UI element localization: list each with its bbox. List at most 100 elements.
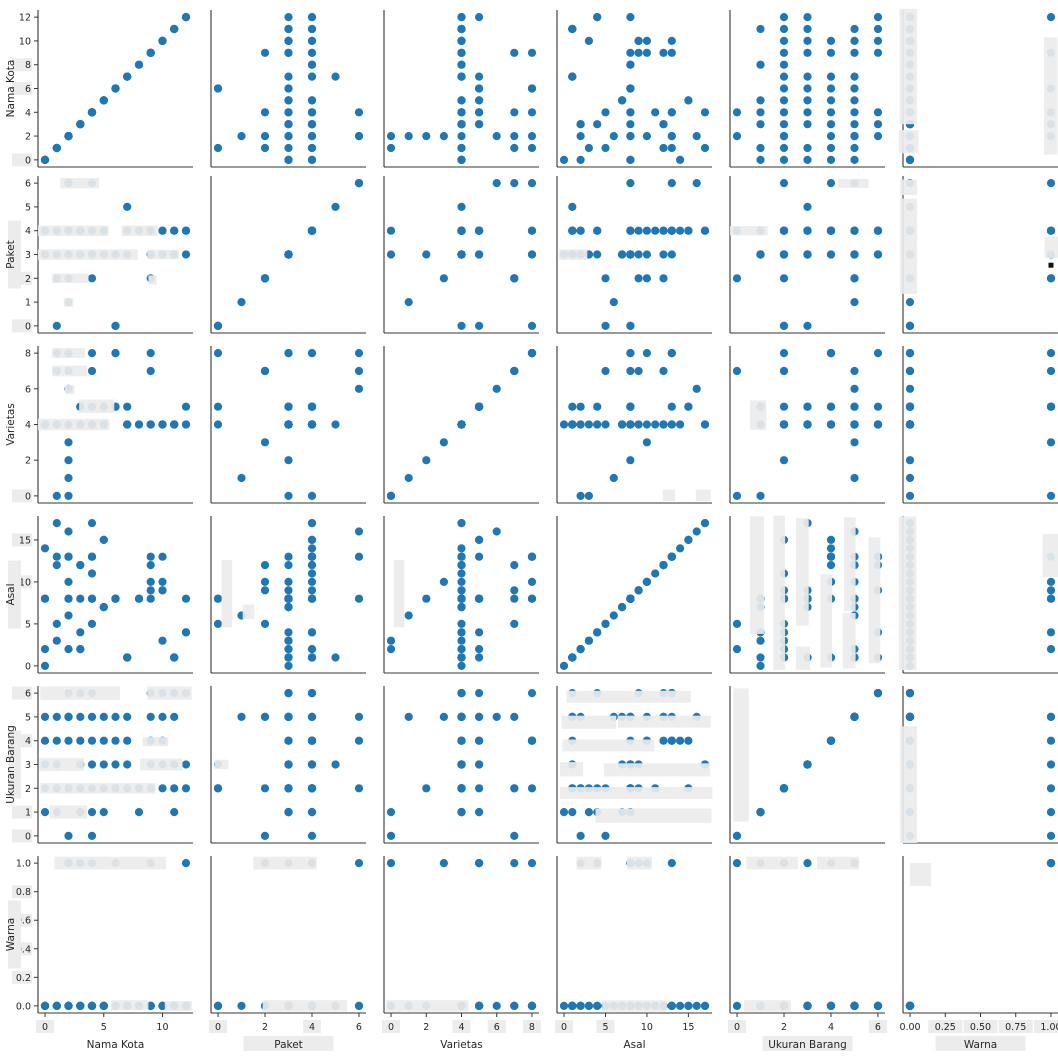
- data-point: [355, 108, 363, 116]
- data-point: [643, 438, 651, 446]
- data-point: [601, 832, 609, 840]
- data-point: [457, 808, 465, 816]
- redaction-box: [910, 863, 931, 886]
- data-point: [827, 544, 835, 552]
- y-tick-label: 5: [25, 619, 31, 630]
- data-point: [1047, 438, 1055, 446]
- data-point: [308, 536, 316, 544]
- data-point: [850, 132, 858, 140]
- data-point: [601, 274, 609, 282]
- data-point: [284, 713, 292, 721]
- x-tick-label: 4: [828, 1022, 834, 1033]
- redaction-box: [52, 366, 87, 377]
- data-point: [1047, 713, 1055, 721]
- data-point: [676, 544, 684, 552]
- data-point: [493, 1002, 501, 1010]
- data-point: [237, 132, 245, 140]
- data-point: [528, 553, 536, 561]
- data-point: [100, 713, 108, 721]
- data-point: [874, 349, 882, 357]
- small-dark-artifact-dot: [1049, 263, 1054, 268]
- data-point: [284, 784, 292, 792]
- data-point: [475, 645, 483, 653]
- data-point: [510, 620, 518, 628]
- data-point: [568, 227, 576, 235]
- data-point: [651, 569, 659, 577]
- data-point: [308, 569, 316, 577]
- redaction-box: [817, 857, 859, 870]
- data-point: [1047, 367, 1055, 375]
- panel-warna-vs-ukuran-barang: [730, 856, 885, 1013]
- data-point: [261, 367, 269, 375]
- data-point: [457, 645, 465, 653]
- data-point: [659, 367, 667, 375]
- x-tick-label: 15: [682, 1022, 694, 1033]
- data-point: [355, 859, 363, 867]
- data-point: [780, 367, 788, 375]
- data-point: [577, 120, 585, 128]
- data-point: [850, 37, 858, 45]
- data-point: [643, 49, 651, 57]
- data-point: [906, 349, 914, 357]
- panel-nama-kota-vs-warna: [903, 10, 1058, 167]
- data-point: [88, 595, 96, 603]
- data-point: [158, 713, 166, 721]
- data-point: [733, 1002, 741, 1010]
- data-point: [405, 132, 413, 140]
- data-point: [510, 586, 518, 594]
- data-point: [457, 250, 465, 258]
- data-point: [874, 403, 882, 411]
- data-point: [284, 737, 292, 745]
- data-point: [659, 274, 667, 282]
- data-point: [308, 61, 316, 69]
- data-point: [284, 96, 292, 104]
- data-point: [182, 859, 190, 867]
- panel-varietas-vs-warna: [903, 346, 1058, 503]
- panel-paket-vs-varietas: [384, 176, 539, 333]
- data-point: [76, 1002, 84, 1010]
- data-point: [457, 61, 465, 69]
- x-axis-label-varietas: Varietas: [440, 1039, 483, 1051]
- data-point: [626, 61, 634, 69]
- data-point: [874, 227, 882, 235]
- data-point: [684, 227, 692, 235]
- data-point: [182, 628, 190, 636]
- data-point: [626, 156, 634, 164]
- data-point: [355, 1002, 363, 1010]
- data-point: [64, 553, 72, 561]
- data-point: [618, 250, 626, 258]
- data-point: [1047, 403, 1055, 411]
- data-point: [668, 144, 676, 152]
- data-point: [827, 96, 835, 104]
- data-point: [284, 689, 292, 697]
- redaction-box: [54, 857, 166, 870]
- y-tick-label: 0.0: [16, 1001, 31, 1012]
- data-point: [659, 420, 667, 428]
- data-point: [874, 13, 882, 21]
- data-point: [457, 578, 465, 586]
- data-point: [475, 689, 483, 697]
- redaction-box: [746, 857, 798, 870]
- data-point: [643, 420, 651, 428]
- data-point: [76, 628, 84, 636]
- data-point: [701, 519, 709, 527]
- data-point: [626, 349, 634, 357]
- data-point: [510, 108, 518, 116]
- data-point: [475, 859, 483, 867]
- data-point: [214, 144, 222, 152]
- data-point: [308, 645, 316, 653]
- redaction-box: [38, 249, 138, 259]
- data-point: [53, 553, 61, 561]
- data-point: [308, 73, 316, 81]
- data-point: [284, 561, 292, 569]
- data-point: [457, 603, 465, 611]
- redaction-box: [900, 726, 917, 843]
- data-point: [1047, 737, 1055, 745]
- data-point: [64, 456, 72, 464]
- data-point: [53, 144, 61, 152]
- x-tick-label: 10: [641, 1022, 653, 1033]
- data-point: [827, 561, 835, 569]
- data-point: [651, 227, 659, 235]
- data-point: [780, 456, 788, 464]
- data-point: [643, 349, 651, 357]
